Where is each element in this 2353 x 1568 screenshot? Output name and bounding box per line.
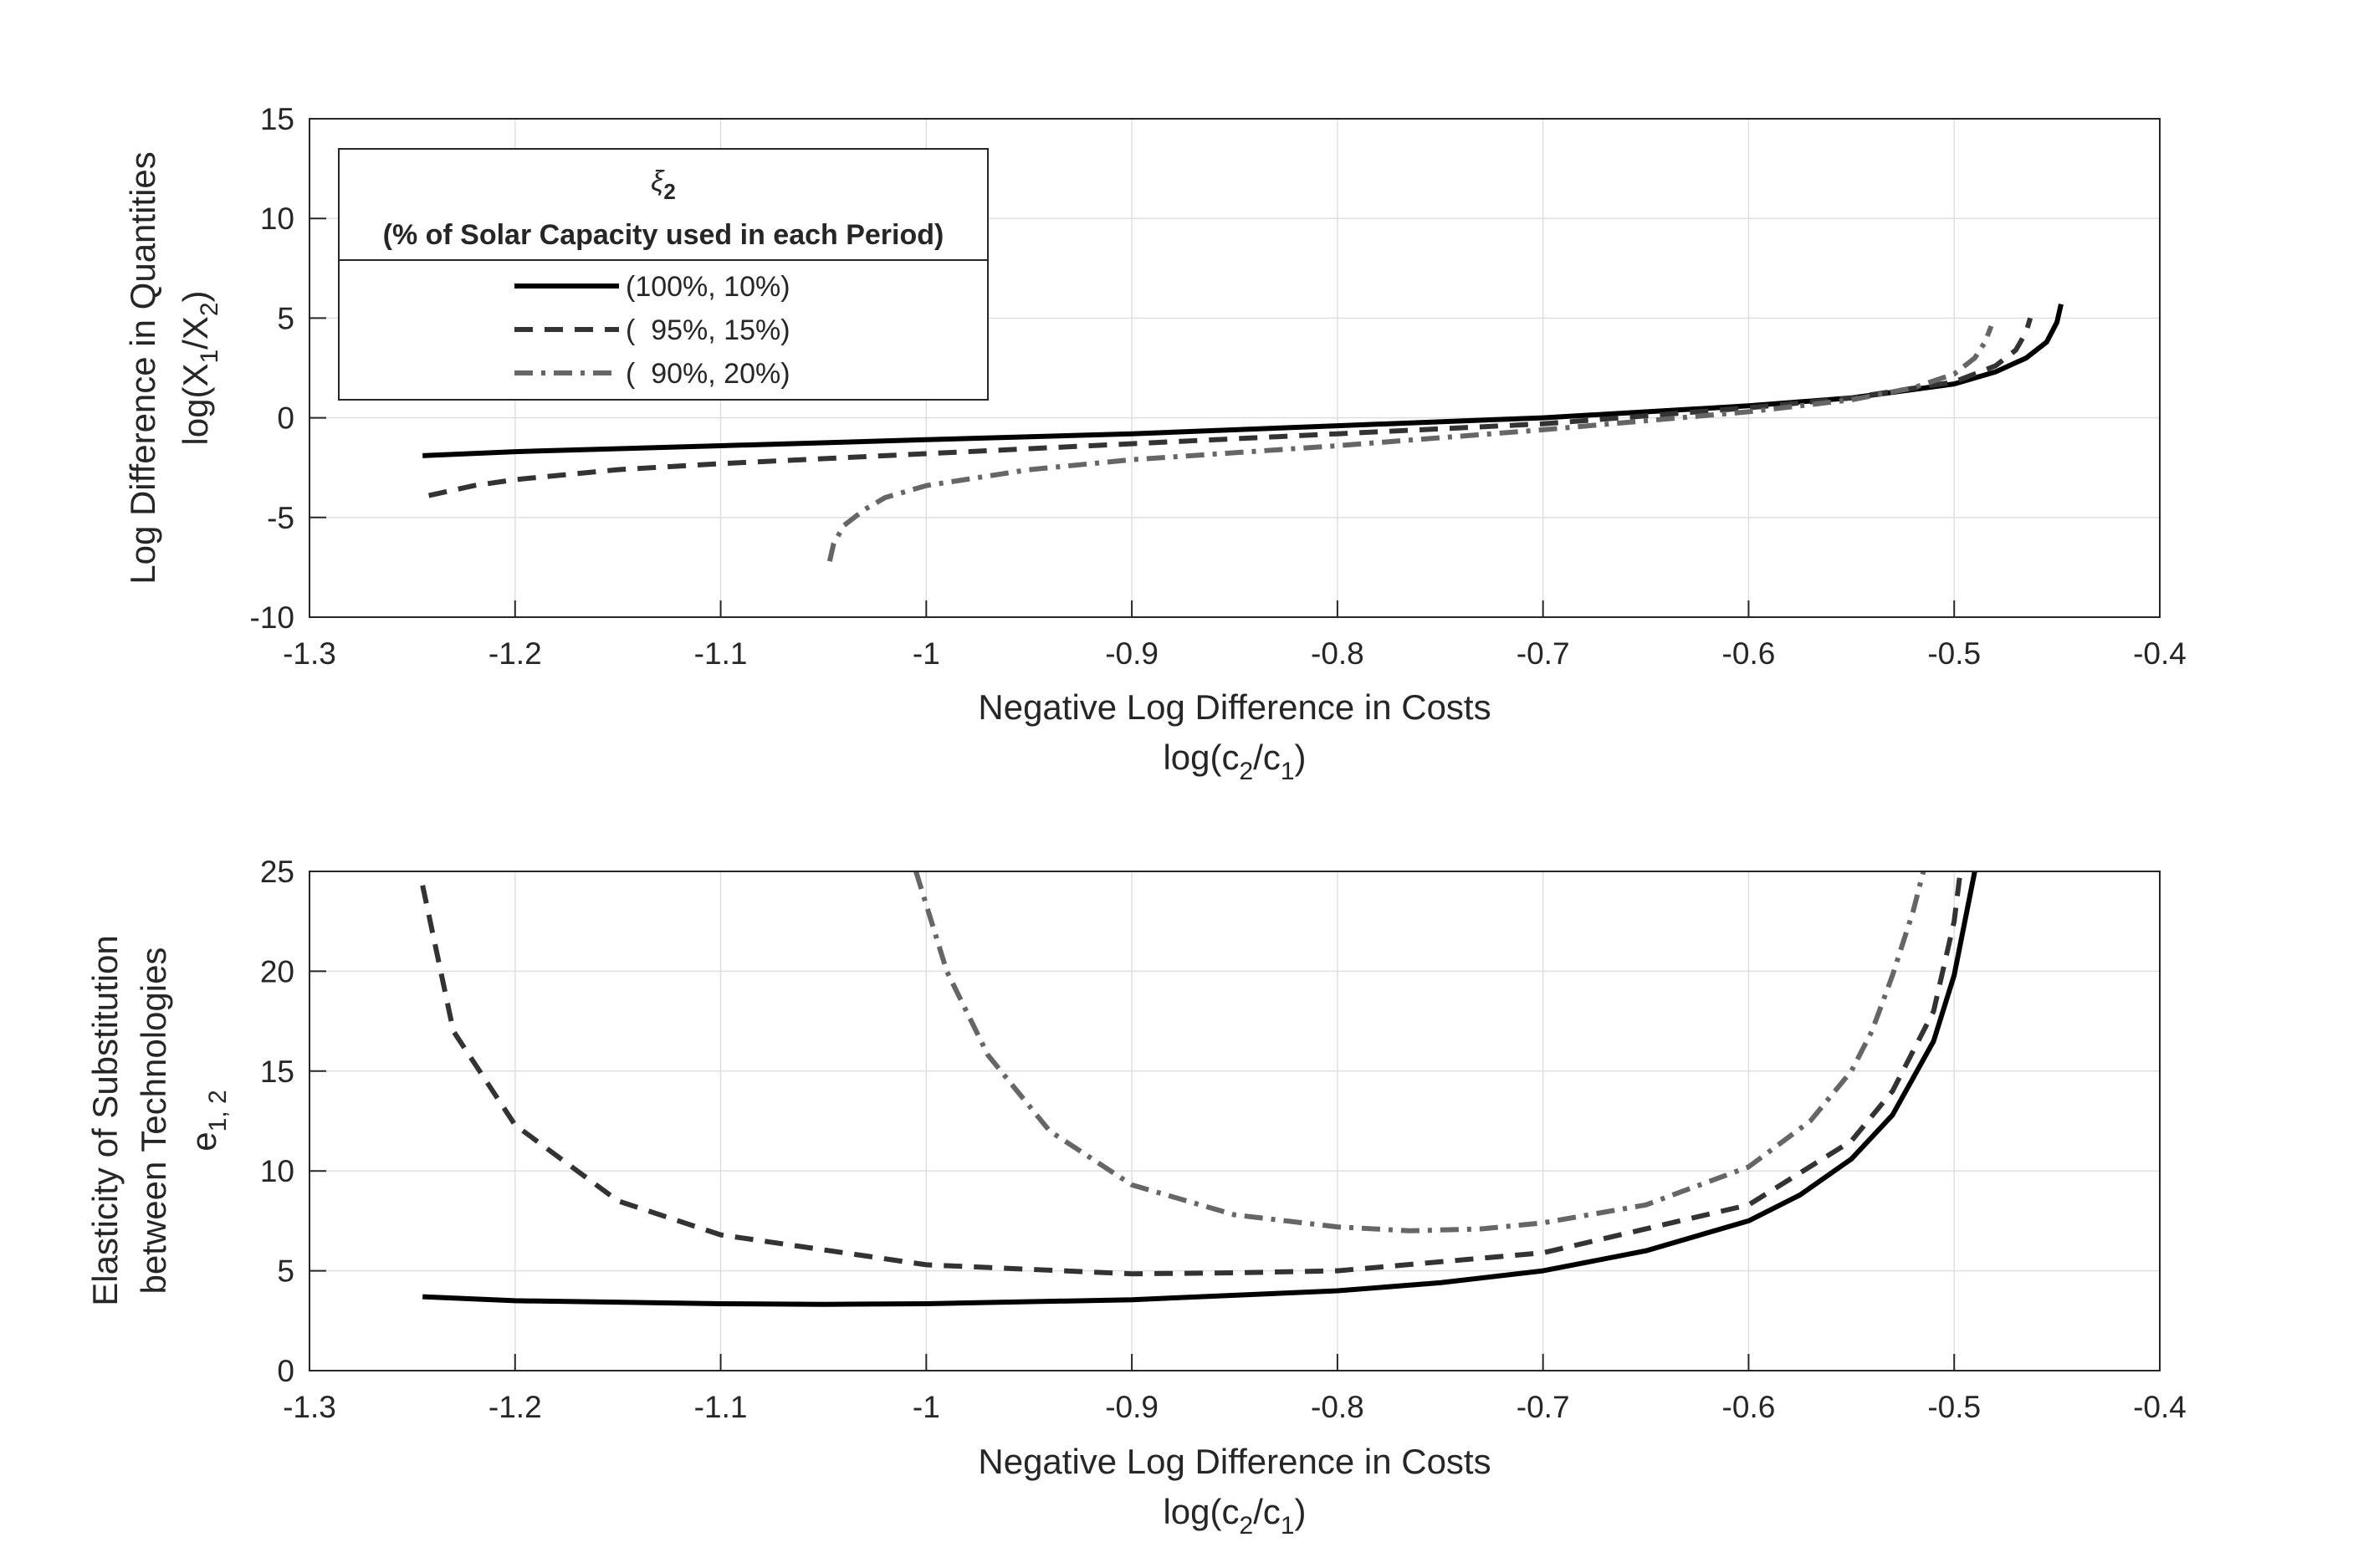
x-tick-label: -0.9 — [1105, 636, 1159, 671]
x-axis-formula: log(c2/c1) — [1163, 738, 1306, 785]
x-axis-label: Negative Log Difference in Costs — [978, 687, 1491, 727]
y-tick-label: 0 — [277, 1354, 294, 1388]
x-tick-label: -0.4 — [2133, 1390, 2187, 1424]
y-axis-label-line2: between Technologies — [134, 947, 173, 1295]
y-tick-label: 25 — [260, 855, 294, 889]
x-tick-label: -1.3 — [283, 636, 336, 671]
legend-label-2: ( 95%, 15%) — [626, 314, 790, 346]
axes-box — [309, 118, 2161, 618]
y-tick-label: 10 — [260, 1154, 294, 1188]
y-tick-label: 5 — [277, 1254, 294, 1289]
y-tick-label: 10 — [260, 202, 294, 236]
y-tick-label: 20 — [260, 954, 294, 988]
series-line-2 — [420, 871, 1963, 1277]
ticks: -1.3 -1.2 -1.1 -1 -0.9 -0.8 -0.7 -0.6 -0.5 -0.4 0 5… — [260, 855, 2187, 1424]
legend-label-1: (100%, 10%) — [626, 271, 790, 303]
top-plot: -1.3 -1.2 -1.1 -1 -0.9 -0.8 -0.7 -0.6 -0.5 -0.4 -1… — [123, 102, 2187, 785]
x-tick-label: -0.7 — [1517, 1390, 1570, 1424]
x-axis-formula: log(c2/c1) — [1163, 1492, 1306, 1540]
y-tick-label: -5 — [267, 501, 294, 535]
x-tick-label: -0.6 — [1722, 1390, 1776, 1424]
x-tick-label: -0.6 — [1722, 636, 1776, 671]
x-tick-label: -1.2 — [489, 1390, 542, 1424]
legend-subtitle: (% of Solar Capacity used in each Period… — [383, 219, 944, 251]
x-tick-label: -1.1 — [694, 636, 748, 671]
x-tick-label: -0.5 — [1927, 636, 1981, 671]
x-tick-label: -1.2 — [489, 636, 542, 671]
y-tick-label: 5 — [277, 301, 294, 335]
x-tick-label: -1.1 — [694, 1390, 748, 1424]
x-tick-label: -0.5 — [1927, 1390, 1981, 1424]
x-tick-label: -1 — [913, 1390, 940, 1424]
y-tick-label: -10 — [250, 600, 294, 635]
series-lines — [420, 871, 1977, 1307]
y-tick-label: 15 — [260, 102, 294, 136]
legend-label-3: ( 90%, 20%) — [626, 358, 790, 390]
x-tick-label: -0.4 — [2133, 636, 2187, 671]
x-tick-label: -0.8 — [1311, 1390, 1364, 1424]
y-axis-formula: e1, 2 — [184, 1090, 232, 1151]
series-line-3 — [826, 324, 1994, 562]
x-tick-label: -1.3 — [283, 1390, 336, 1424]
y-axis-label: Log Difference in Quantities — [123, 151, 162, 585]
x-axis-label: Negative Log Difference in Costs — [978, 1442, 1491, 1481]
y-tick-label: 15 — [260, 1055, 294, 1089]
series-lines — [422, 304, 2064, 562]
y-tick-label: 0 — [277, 401, 294, 436]
axes-box — [309, 871, 2161, 1371]
x-tick-label: -0.9 — [1105, 1390, 1159, 1424]
series-line-3 — [913, 871, 1926, 1233]
series-line-1 — [422, 871, 1977, 1307]
legend-box — [338, 148, 989, 401]
legend: ξ2 (% of Solar Capacity used in each Per… — [338, 148, 989, 401]
y-axis-formula: log(X1/X2) — [176, 290, 223, 445]
plot-area — [309, 871, 2160, 1371]
x-tick-label: -1 — [913, 636, 940, 671]
bottom-plot: -1.3 -1.2 -1.1 -1 -0.9 -0.8 -0.7 -0.6 -0.5 -0.4 0 5… — [85, 855, 2187, 1540]
legend-title: ξ2 — [651, 166, 676, 204]
y-axis-label-line1: Elasticity of Substitution — [85, 935, 125, 1306]
x-tick-label: -0.8 — [1311, 636, 1364, 671]
ticks: -1.3 -1.2 -1.1 -1 -0.9 -0.8 -0.7 -0.6 -0.5 -0.4 -1… — [250, 102, 2187, 671]
x-tick-label: -0.7 — [1517, 636, 1570, 671]
series-line-1 — [422, 304, 2064, 458]
